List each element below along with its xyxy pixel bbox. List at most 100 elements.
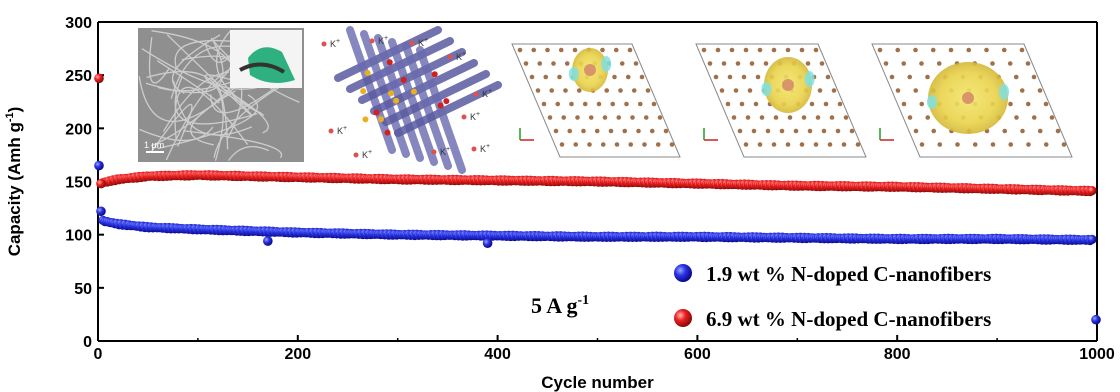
carbon-atom [563,88,568,93]
carbon-atom [759,115,765,120]
carbon-atom [823,101,829,107]
carbon-atom [835,128,841,134]
carbon-atom [819,61,825,66]
fiber-strand [210,77,229,150]
network-dopant [373,109,380,116]
carbon-atom [636,128,641,134]
carbon-atom [630,115,635,120]
network-dopant [362,116,369,123]
carbon-atom [719,88,725,93]
y-axis-title-main: Capacity (Amh g [5,122,24,256]
carbon-atom [831,88,837,93]
carbon-atom [727,74,733,80]
carbon-atom [529,74,535,80]
carbon-atom [541,101,547,107]
y-axis-title-end: ) [5,107,24,113]
carbon-atom [805,61,811,66]
network-fiber [388,38,438,166]
carbon-atom [547,115,553,120]
data-point [96,178,106,189]
network-dopant [431,71,438,78]
k-atom [584,64,596,76]
carbon-atom [895,47,901,53]
data-point [96,206,106,217]
y-tick-label-4: 200 [65,121,92,138]
carbon-atom [1020,128,1025,134]
legend: 1.9 wt % N-doped C-nanofibers 6.9 wt % N… [674,262,991,331]
carbon-atom [549,88,555,93]
carbon-atom [877,47,883,53]
carbon-atom [825,74,831,80]
k-ion-charge: + [488,88,492,95]
carbon-atom [743,142,749,147]
carbon-atom [785,47,791,53]
data-point [94,160,104,171]
carbon-atom [747,88,753,93]
carbon-atom [741,74,747,80]
carbon-atom [925,74,930,80]
carbon-atom [925,115,931,120]
k-atom [962,92,974,104]
k-ion-label: K+ [418,37,428,48]
carbon-atom [1031,115,1037,120]
carbon-atom [765,128,771,134]
k-ion-label: K+ [440,146,450,157]
carbon-atom [1019,88,1025,93]
fiber-strand [148,37,170,84]
inset-dft-panels [511,43,1073,158]
y-tick-label-1: 50 [74,281,92,298]
carbon-atom [600,47,605,53]
network-fiber [334,26,442,82]
carbon-atom [559,142,565,147]
k-ion-charge: + [476,111,480,118]
carbon-atom [1043,101,1049,107]
carbon-atom [919,101,925,107]
carbon-atom [1013,74,1019,80]
carbon-atom [557,74,562,80]
k-ion-label: K+ [378,35,388,46]
carbon-atom [643,115,649,120]
carbon-atom [843,115,849,120]
k-ion-symbol: K [482,89,488,99]
carbon-atom [821,128,827,134]
carbon-atom [625,74,631,80]
fiber-strand [157,94,259,150]
carbon-atom [889,74,895,80]
carbon-atom [537,61,543,66]
carbon-atom [815,115,821,120]
network-fiber [416,46,466,174]
charge-depletion-blob [601,56,612,72]
carbon-atom [745,115,751,120]
carbon-atom [771,47,777,53]
k-ion-symbol: K [470,112,476,122]
carbon-atom [737,128,743,134]
network-fiber [346,26,396,154]
carbon-atom [773,115,779,120]
network-dopant [360,88,367,95]
carbon-atom [655,142,661,147]
x-tick-label-1: 200 [284,346,311,363]
carbon-atom [596,101,602,107]
carbon-atom [739,101,745,107]
carbon-atom [1008,101,1013,107]
carbon-atom [551,61,556,66]
carbon-atom [937,142,943,147]
film-shape [239,62,286,74]
carbon-atom [564,61,570,66]
fiber-strand [146,70,224,161]
carbon-atom [604,88,610,93]
carbon-atom [1055,128,1061,134]
data-point [1091,314,1101,325]
carbon-atom [535,88,541,93]
charge-depletion-blob [999,84,1009,100]
k-ion-dot [409,40,415,46]
carbon-atom [543,74,549,80]
carbon-atom [757,142,763,147]
carbon-atom [913,128,919,134]
k-ion-charge: + [446,146,450,153]
dft-panel-1 [695,43,867,158]
carbon-atom [785,142,791,147]
data-point [1087,234,1097,244]
carbon-atom [618,88,623,93]
k-ion-dot [461,114,467,120]
